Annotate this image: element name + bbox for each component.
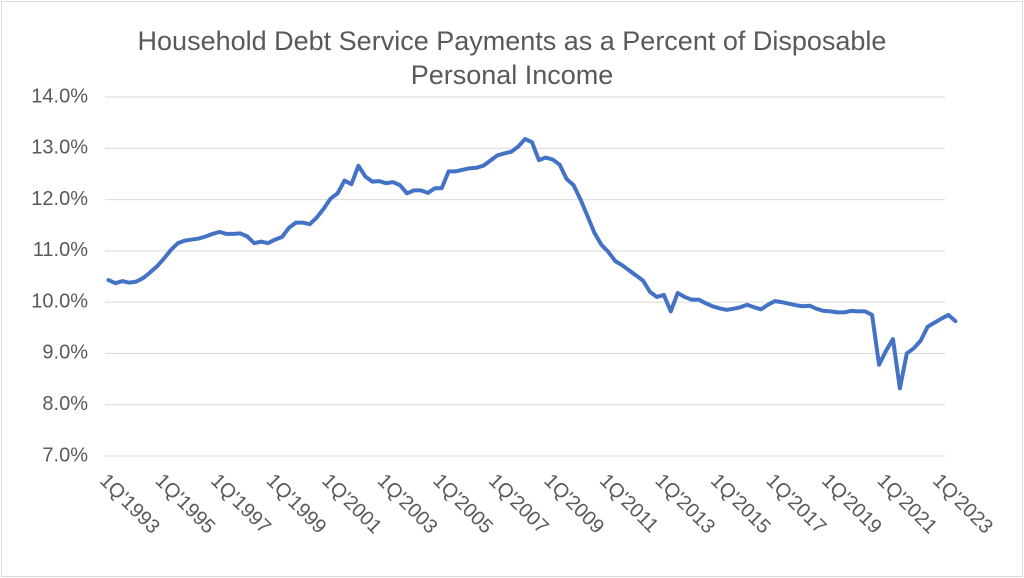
x-tick-label: 1Q'2007 bbox=[484, 470, 553, 539]
x-tick-label: 1Q'2001 bbox=[317, 470, 386, 539]
x-tick-label: 1Q'2003 bbox=[373, 470, 442, 539]
x-tick-label: 1Q'2015 bbox=[706, 470, 775, 539]
chart-title: Household Debt Service Payments as a Per… bbox=[137, 26, 887, 90]
x-tick-label: 1Q'2011 bbox=[595, 470, 663, 538]
y-tick-label: 14.0% bbox=[31, 85, 88, 107]
y-tick-label: 10.0% bbox=[31, 290, 88, 312]
y-tick-label: 13.0% bbox=[31, 137, 88, 159]
x-tick-label: 1Q'2005 bbox=[428, 470, 497, 539]
y-tick-label: 8.0% bbox=[42, 393, 88, 415]
y-tick-label: 12.0% bbox=[31, 188, 88, 210]
x-tick-label: 1Q'2019 bbox=[817, 470, 886, 539]
x-tick-label: 1Q'1997 bbox=[206, 470, 275, 539]
x-tick-label: 1Q'2013 bbox=[651, 470, 720, 539]
y-tick-label: 11.0% bbox=[33, 239, 88, 261]
x-tick-label: 1Q'1999 bbox=[262, 470, 331, 539]
y-tick-label: 7.0% bbox=[42, 444, 88, 466]
x-tick-label: 1Q'2021 bbox=[873, 470, 942, 539]
x-tick-label: 1Q'1993 bbox=[95, 470, 164, 539]
y-tick-label: 9.0% bbox=[42, 342, 88, 364]
data-line bbox=[106, 137, 958, 391]
x-tick-label: 1Q'1995 bbox=[151, 470, 220, 539]
x-tick-label: 1Q'2017 bbox=[762, 470, 831, 539]
x-tick-label: 1Q'2009 bbox=[539, 470, 608, 539]
x-tick-label: 1Q'2023 bbox=[928, 470, 997, 539]
